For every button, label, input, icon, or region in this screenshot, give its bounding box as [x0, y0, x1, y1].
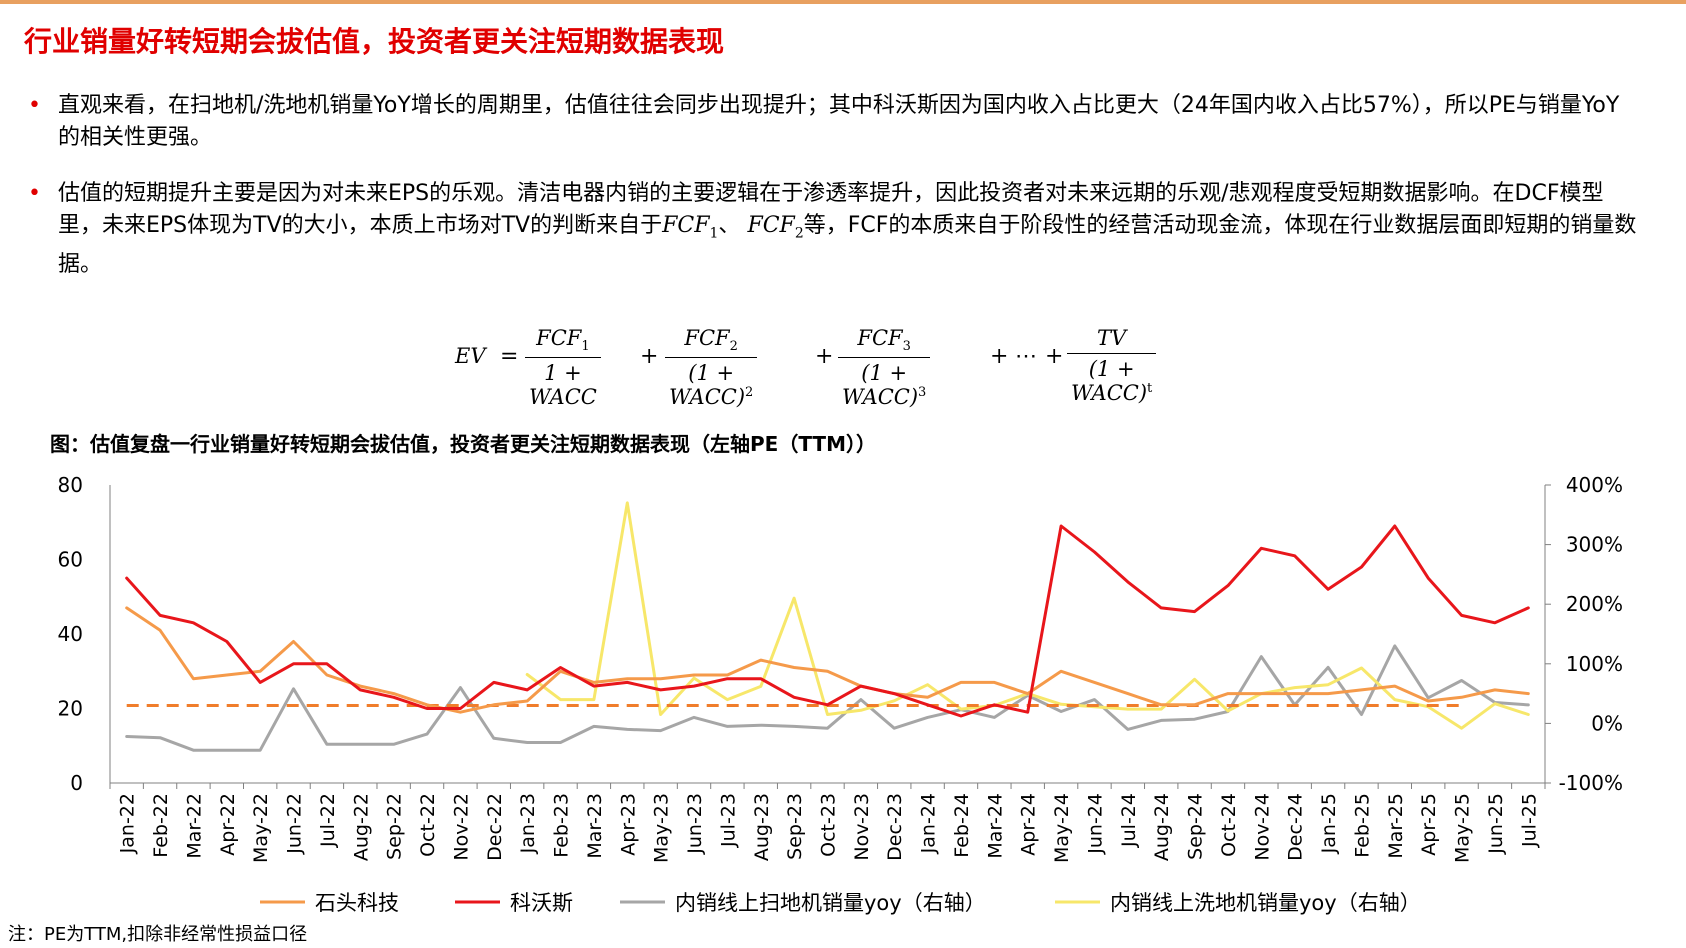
series-line-sweeper-yoy: [125, 644, 1530, 752]
x-tick-label: May-24: [1051, 793, 1073, 863]
right-tick-label: 200%: [1566, 592, 1623, 616]
x-tick-label: Dec-22: [484, 793, 506, 861]
legend-label: 科沃斯: [510, 891, 573, 915]
bullet-2-start: 估值的短期提升主要是因为对未来EPS的乐观。清洁电器内销的主要逻辑在于渗透率提升…: [58, 181, 1604, 238]
bullet-2: • 估值的短期提升主要是因为对未来EPS的乐观。清洁电器内销的主要逻辑在于渗透率…: [28, 178, 1638, 281]
formula-plus: +: [815, 344, 834, 369]
x-tick-label: Jan-24: [918, 793, 940, 854]
right-tick-label: -100%: [1559, 771, 1623, 795]
term-1-numerator: FCF1: [536, 326, 590, 355]
left-tick-label: 80: [58, 473, 83, 497]
x-tick-label: Mar-23: [584, 793, 606, 859]
formula-plus: +: [1045, 344, 1064, 369]
x-tick-label: Dec-24: [1285, 793, 1307, 861]
bullet-dot: •: [28, 93, 41, 118]
x-tick-label: Mar-24: [984, 793, 1006, 859]
x-tick-label: Mar-25: [1385, 793, 1407, 859]
x-tick-label: May-25: [1452, 793, 1474, 863]
x-tick-label: Apr-23: [617, 793, 639, 856]
x-tick-label: Jan-22: [117, 793, 139, 854]
x-tick-label: Oct-23: [818, 793, 840, 857]
legend-label: 内销线上洗地机销量yoy（右轴）: [1110, 891, 1421, 915]
right-tick-label: 100%: [1566, 652, 1623, 676]
bullet-1-text: 直观来看，在扫地机/洗地机销量YoY增长的周期里，估值往往会同步出现提升；其中科…: [58, 93, 1620, 150]
x-tick-label: Feb-22: [150, 793, 172, 858]
x-tick-label: Jul-23: [717, 793, 739, 848]
x-tick-label: Jul-22: [317, 793, 339, 848]
footnote: 注：PE为TTM,扣除非经常性损益口径: [8, 924, 308, 945]
x-tick-label: Aug-23: [751, 793, 773, 861]
formula-lhs: EV: [455, 344, 486, 368]
x-tick-label: Sep-22: [384, 793, 406, 860]
x-tick-label: Feb-23: [551, 793, 573, 858]
chart-title: 图：估值复盘一行业销量好转短期会拔估值，投资者更关注短期数据表现（左轴PE（TT…: [50, 432, 876, 456]
top-accent-bar: [0, 0, 1686, 4]
term-2-numerator: FCF2: [684, 326, 738, 355]
x-tick-label: Apr-24: [1018, 793, 1040, 856]
x-tick-label: Jul-25: [1518, 793, 1540, 848]
x-tick-label: Aug-24: [1151, 793, 1173, 861]
formula-plus: +: [990, 344, 1009, 369]
x-tick-label: Aug-22: [350, 793, 372, 861]
x-tick-label: Apr-22: [217, 793, 239, 856]
term-4-numerator: TV: [1097, 326, 1127, 350]
legend-label: 石头科技: [315, 891, 399, 915]
x-tick-label: Nov-24: [1251, 793, 1273, 861]
term-3-numerator: FCF3: [857, 326, 911, 355]
formula-plus: +: [640, 344, 659, 369]
x-tick-label: Apr-25: [1418, 793, 1440, 856]
x-tick-label: Sep-24: [1185, 793, 1207, 860]
x-tick-label: Sep-23: [784, 793, 806, 860]
x-tick-label: May-22: [250, 793, 272, 863]
bullet-dot: •: [28, 181, 41, 206]
bullet-2-text: 估值的短期提升主要是因为对未来EPS的乐观。清洁电器内销的主要逻辑在于渗透率提升…: [58, 178, 1638, 281]
term-1-denominator: 1 + WACC: [525, 357, 601, 409]
term-3-denominator: (1 + WACC)3: [838, 357, 931, 409]
term-4-denominator: (1 + WACC)t: [1067, 353, 1157, 405]
x-tick-label: Jun-24: [1084, 793, 1106, 855]
x-tick-label: Feb-25: [1351, 793, 1373, 858]
formula-ellipsis: ⋯: [1015, 344, 1037, 369]
math-fcf2: FCF2: [747, 213, 804, 242]
left-tick-label: 60: [58, 548, 83, 572]
x-tick-label: May-23: [651, 793, 673, 863]
bullet-2-end: 等，FCF的本质来自于阶段性的经营活动现金流，体现在行业数据层面即短期的销量数据…: [58, 213, 1637, 278]
x-tick-label: Jun-25: [1485, 793, 1507, 855]
series-line-shitou: [125, 606, 1530, 714]
formula-term-4: TV (1 + WACC)t: [1067, 326, 1157, 405]
x-tick-label: Jun-23: [684, 793, 706, 855]
math-fcf1: FCF1: [662, 213, 719, 242]
x-tick-label: Dec-23: [884, 793, 906, 861]
x-tick-label: Nov-22: [450, 793, 472, 861]
right-tick-label: 400%: [1566, 473, 1623, 497]
x-tick-label: Jul-24: [1118, 793, 1140, 848]
series-line-ecovacs: [125, 524, 1530, 718]
slide-title: 行业销量好转短期会拔估值，投资者更关注短期数据表现: [24, 25, 725, 58]
term-2-denominator: (1 + WACC)2: [665, 357, 758, 409]
legend-label: 内销线上扫地机销量yoy（右轴）: [675, 891, 986, 915]
series-line-washer-yoy: [525, 501, 1530, 730]
bullet-2-mid: 、: [718, 213, 741, 238]
formula-equals: =: [500, 344, 519, 369]
x-tick-label: Nov-23: [851, 793, 873, 861]
formula-term-3: FCF3 (1 + WACC)3: [838, 326, 931, 409]
left-tick-label: 20: [58, 697, 83, 721]
x-tick-label: Jan-23: [517, 793, 539, 854]
formula-term-1: FCF1 1 + WACC: [525, 326, 601, 409]
left-tick-label: 0: [70, 771, 83, 795]
formula-term-2: FCF2 (1 + WACC)2: [665, 326, 758, 409]
x-tick-label: Oct-22: [417, 793, 439, 857]
x-tick-label: Jan-25: [1318, 793, 1340, 854]
bullet-1: • 直观来看，在扫地机/洗地机销量YoY增长的周期里，估值往往会同步出现提升；其…: [28, 90, 1638, 154]
x-tick-label: Jun-22: [284, 793, 306, 855]
right-tick-label: 0%: [1591, 711, 1623, 735]
right-tick-label: 300%: [1566, 533, 1623, 557]
x-tick-label: Oct-24: [1218, 793, 1240, 857]
left-tick-label: 40: [58, 622, 83, 646]
x-tick-label: Mar-22: [183, 793, 205, 859]
x-tick-label: Feb-24: [951, 793, 973, 858]
